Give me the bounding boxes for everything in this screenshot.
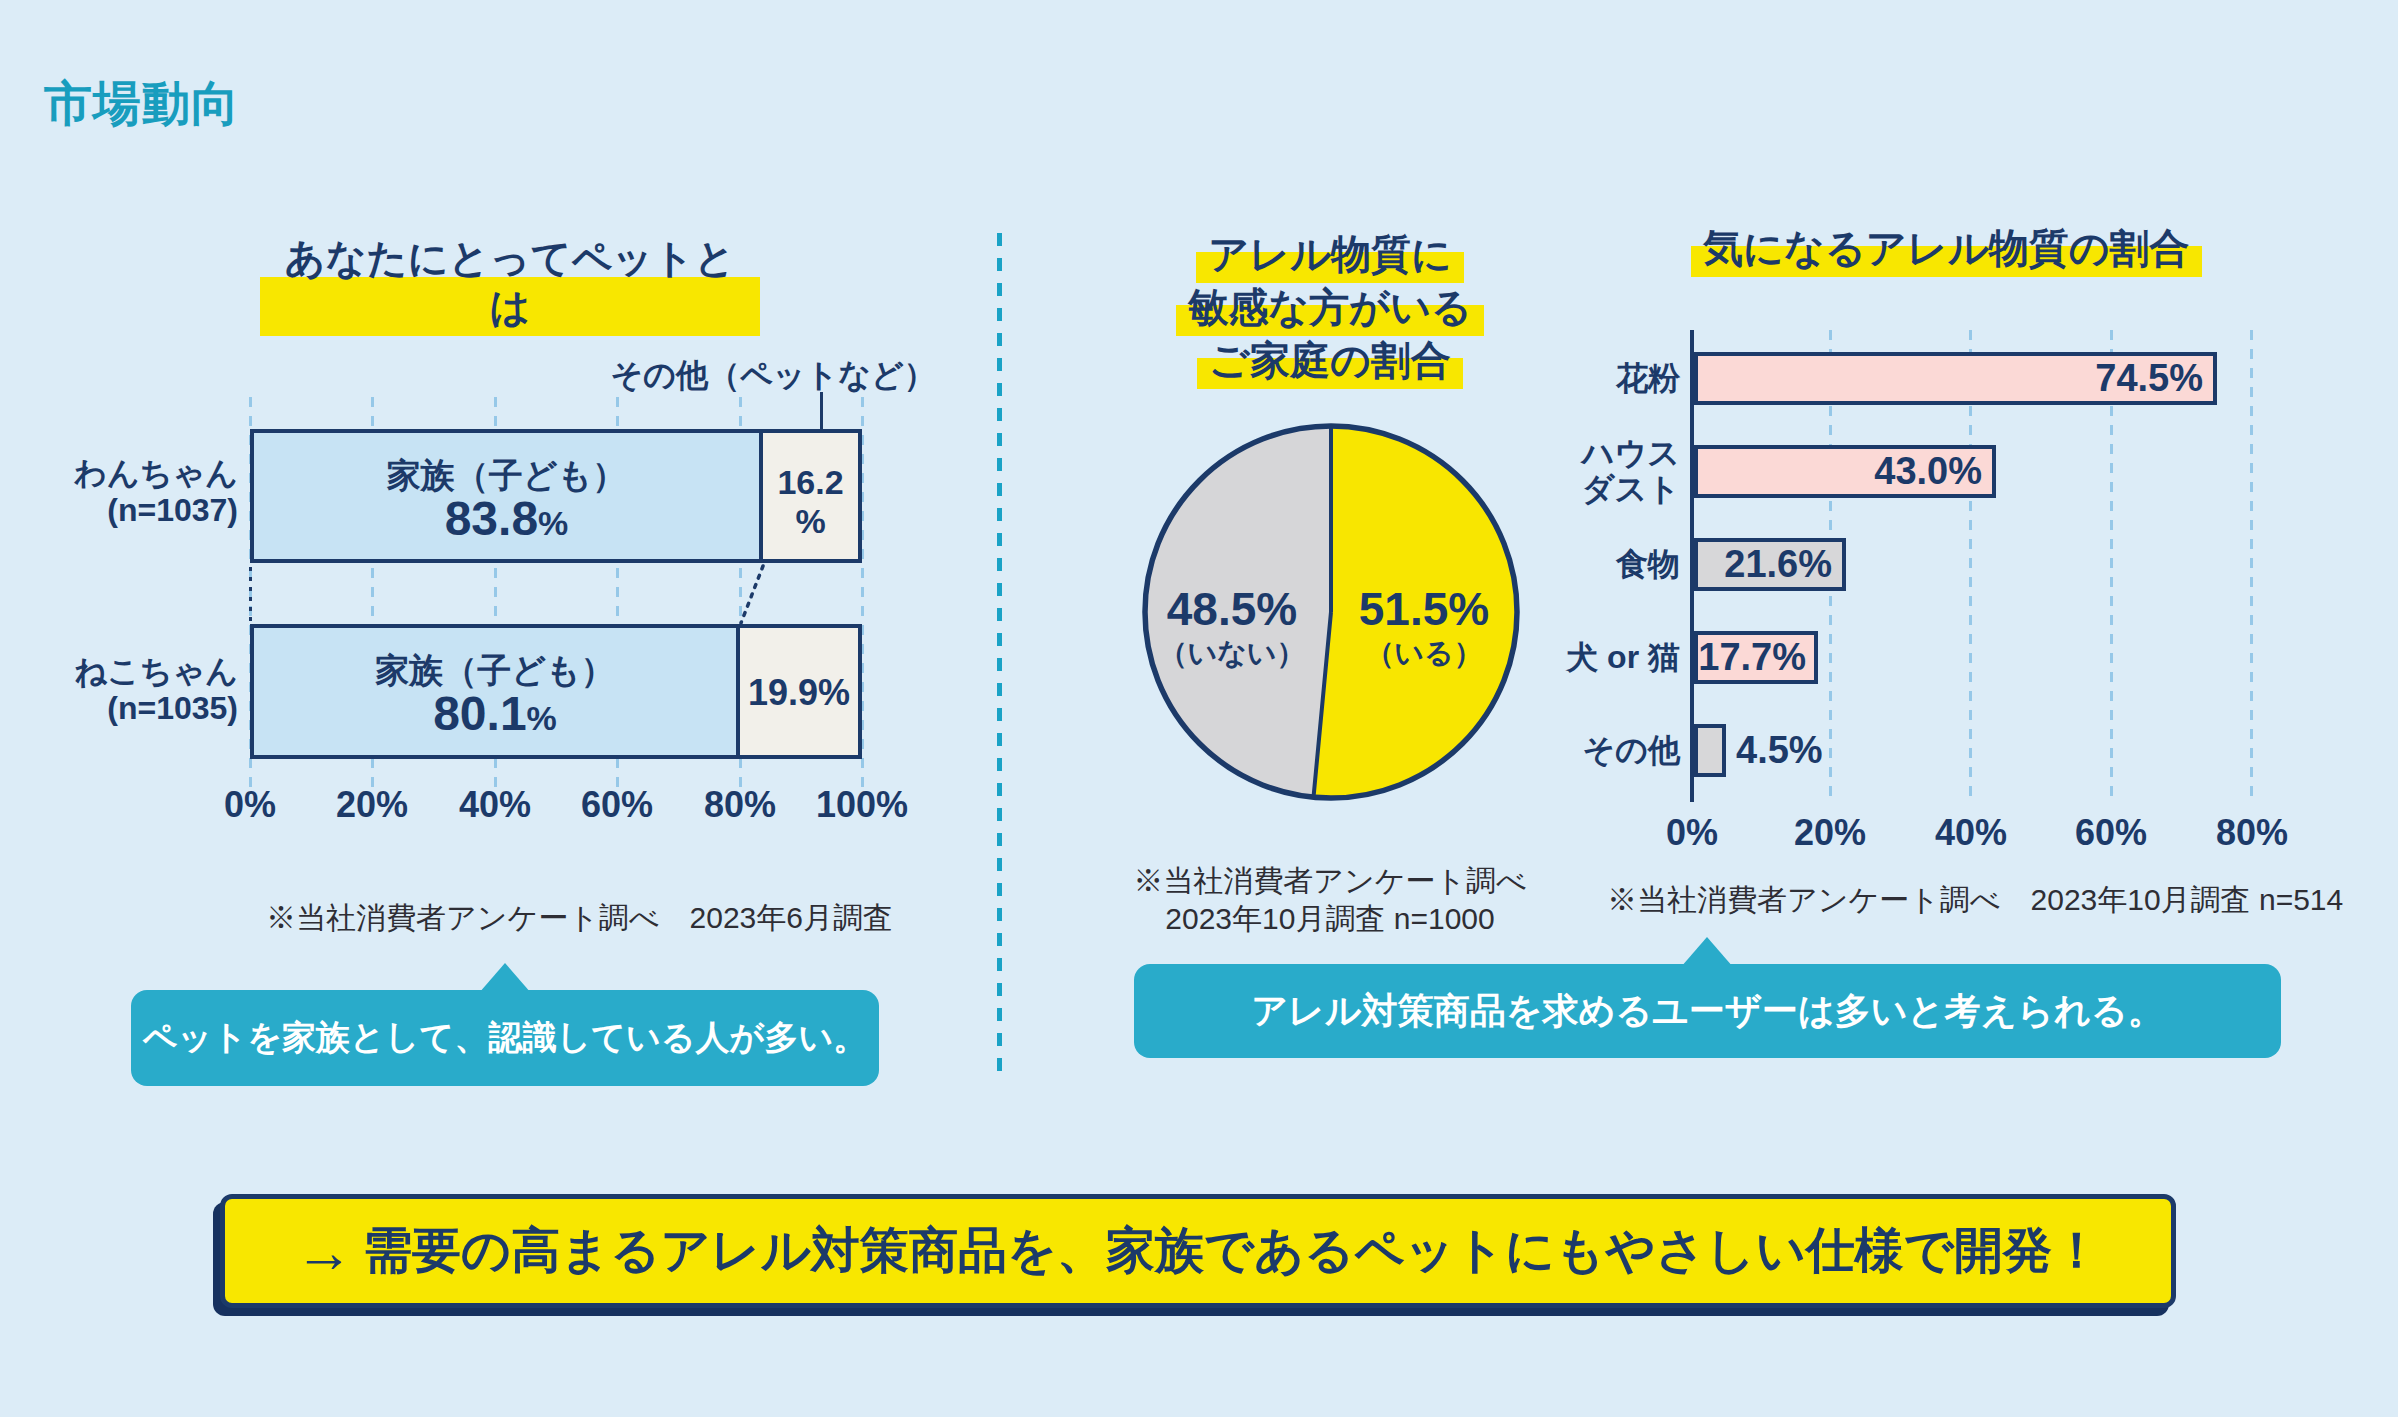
allergen-label-dogcat: 犬 or 猫 [1450,639,1680,675]
allergen-bar-food: 21.6% [1694,538,1846,591]
page-title: 市場動向 [44,72,240,136]
allergen-bar-other [1694,724,1726,777]
pet-callout-triangle [479,963,531,993]
allergen-label-food-line1: 食物 [1450,546,1680,582]
pet-bar-dog-n: (n=1037) [20,492,238,529]
pet-xtick-2: 40% [435,784,555,826]
conclusion-banner: → 需要の高まるアレル対策商品を、家族であるペットにもやさしい仕様で開発！ [220,1194,2176,1308]
pet-xtick-3: 60% [557,784,677,826]
allergen-chart-title: 気になるアレル物質の割合 [1691,224,2191,277]
pet-xtick-0: 0% [190,784,310,826]
pie-note-line2: 2023年10月調査 n=1000 [1080,900,1580,938]
pet-chart-note: ※当社消費者アンケート調べ 2023年6月調査 [253,898,893,939]
allergen-xtick-0: 0% [1632,812,1752,854]
pet-bar-dog-name: わんちゃん [20,455,238,492]
pet-callout: ペットを家族として、認識している人が多い。 [131,990,879,1086]
pet-bar-cat-other-value: 19.9% [736,672,862,714]
pie-note-line1: ※当社消費者アンケート調べ [1080,862,1580,900]
allergen-label-food: 食物 [1450,546,1680,582]
banner-text: 需要の高まるアレル対策商品を、家族であるペットにもやさしい仕様で開発！ [363,1218,2101,1284]
pet-bar-cat-family-value-number: 80.1 [433,687,526,740]
pet-bar-cat-family-value-sign: % [527,699,557,737]
allergen-label-pollen-line1: 花粉 [1450,360,1680,396]
banner-arrow-icon: → [295,1218,353,1285]
allergen-xtick-2: 40% [1911,812,2031,854]
pie-left-label: （いない） [1132,634,1332,674]
pie-title-line3: ご家庭の割合 [1197,336,1463,389]
pet-bar-dog-family-value-sign: % [538,504,568,542]
pet-chart-title-text: あなたにとってペットとは [260,234,760,336]
pet-bar-cat-name: ねこちゃん [20,653,238,690]
pet-bar-cat-label: ねこちゃん (n=1035) [20,653,238,727]
allergen-bar-dogcat-value: 17.7% [1698,635,1806,680]
allergen-label-housedust-line1: ハウス [1450,435,1680,471]
pet-connector-diagonal [733,562,773,628]
pie-title-line2: 敏感な方がいる [1176,283,1484,336]
pet-bar-dog-other-value: 16.2 % [759,463,862,541]
allergen-callout: アレル対策商品を求めるユーザーは多いと考えられる。 [1134,964,2281,1058]
allergen-bar-pollen: 74.5% [1694,352,2217,405]
pet-bar-dog: 家族（子ども） 83.8% 16.2 % [250,429,862,563]
allergen-label-pollen: 花粉 [1450,360,1680,396]
section-divider [997,233,1002,1078]
pet-xtick-5: 100% [802,784,922,826]
gridline [2250,330,2253,802]
pet-connector-left [249,567,252,621]
allergen-xtick-1: 20% [1770,812,1890,854]
allergen-xtick-4: 80% [2192,812,2312,854]
allergen-bar-food-value: 21.6% [1724,542,1832,587]
pet-bar-dog-other-value-line1: 16.2 [759,463,862,502]
pet-xtick-4: 80% [680,784,800,826]
pet-chart-other-label: その他（ペットなど） [593,354,953,398]
pet-chart-other-pointer-line [820,392,823,429]
pie-chart-note: ※当社消費者アンケート調べ 2023年10月調査 n=1000 [1080,862,1580,938]
pie-left-value: 48.5% [1132,582,1332,636]
allergen-xtick-3: 60% [2051,812,2171,854]
pet-bar-cat-n: (n=1035) [20,690,238,727]
pie-right-value: 51.5% [1324,582,1524,636]
allergen-chart-title-text: 気になるアレル物質の割合 [1691,224,2202,277]
pet-bar-dog-family-value: 83.8% [250,491,763,546]
allergen-label-dogcat-line1: 犬 or 猫 [1450,639,1680,675]
allergen-label-other-line1: その他 [1450,732,1680,768]
pet-xtick-1: 20% [312,784,432,826]
allergen-label-housedust-line2: ダスト [1450,471,1680,507]
allergen-bar-pollen-value: 74.5% [2095,356,2203,401]
pet-bar-dog-other-value-line2: % [759,502,862,541]
allergen-bar-housedust: 43.0% [1694,445,1996,498]
allergen-label-housedust: ハウス ダスト [1450,435,1680,507]
pet-bar-cat-family-value: 80.1% [250,686,740,741]
allergen-bar-housedust-value: 43.0% [1874,449,1982,494]
pet-chart-title: あなたにとってペットとは [260,234,760,336]
pet-bar-cat: 家族（子ども） 80.1% 19.9% [250,624,862,759]
pie-title-line1: アレル物質に [1196,230,1464,283]
pet-bar-dog-family-value-number: 83.8 [445,492,538,545]
allergen-bar-other-value: 4.5% [1736,724,1823,777]
allergen-bar-dogcat: 17.7% [1694,631,1818,684]
allergen-chart-note: ※当社消費者アンケート調べ 2023年10月調査 n=514 [1607,880,2307,921]
allergen-label-other: その他 [1450,732,1680,768]
pet-bar-dog-label: わんちゃん (n=1037) [20,455,238,529]
allergen-callout-triangle [1681,937,1733,967]
